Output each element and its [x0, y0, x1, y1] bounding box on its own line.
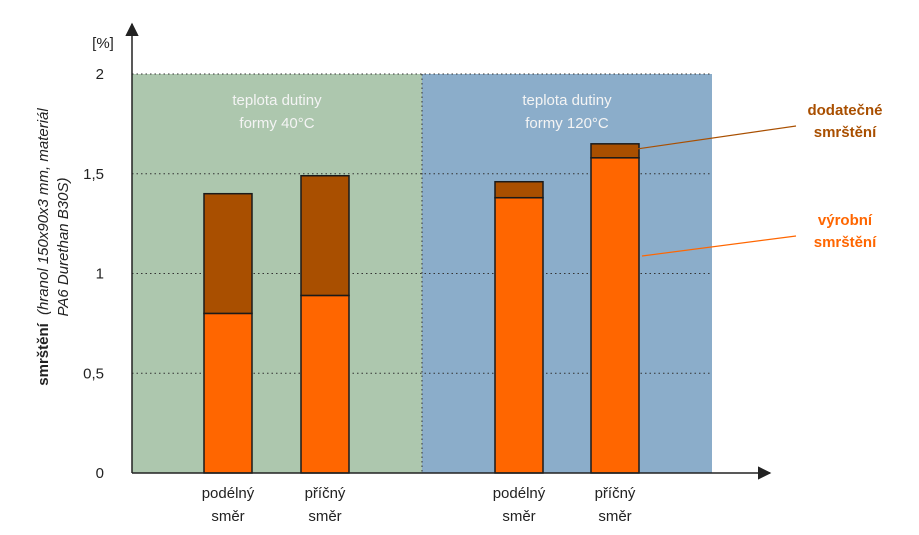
annotation-leader-dodatecne	[637, 125, 797, 150]
y-tick-label-4: 2	[96, 66, 104, 83]
region-title-120c-line1: teplota dutiny	[522, 92, 612, 109]
category-label-1-line2: směr	[308, 508, 341, 525]
bar-vyrobni-2	[494, 196, 544, 474]
y-axis-unit: [%]	[92, 35, 114, 52]
y-axis-label-line2: PA6 Durethan B30S)	[55, 178, 72, 317]
bar-dodatecne-1	[300, 174, 350, 297]
bars	[203, 143, 640, 474]
y-tick-label-2: 1	[96, 266, 104, 283]
region-title-120c-line2: formy 120°C	[525, 115, 609, 132]
bar-vyrobni-1	[300, 294, 350, 474]
annotation-leader-vyrobni	[641, 235, 797, 257]
y-axis-label-italic-1: (hranol 150x90x3 mm, materiál	[35, 108, 52, 315]
category-label-2-line1: podélný	[493, 485, 546, 502]
annotation-dodatecne-line2: smrštění	[814, 124, 877, 141]
bar-dodatecne-3	[590, 143, 640, 159]
region-title-40c-line2: formy 40°C	[239, 115, 314, 132]
bar-vyrobni-0	[203, 312, 253, 474]
y-axis-label-bold: smrštění	[35, 322, 52, 385]
region-title-40c-line1: teplota dutiny	[232, 92, 322, 109]
category-label-0-line1: podélný	[202, 485, 255, 502]
category-label-0-line2: směr	[211, 508, 244, 525]
bar-dodatecne-2	[494, 180, 544, 199]
annotation-vyrobni-line2: smrštění	[814, 234, 877, 251]
annotation-vyrobni-line1: výrobní	[818, 212, 873, 229]
category-label-3-line1: příčný	[595, 485, 636, 502]
y-tick-label-0: 0	[96, 465, 104, 482]
category-label-3-line2: směr	[598, 508, 631, 525]
y-tick-label-1: 0,5	[83, 365, 104, 382]
bar-vyrobni-3	[590, 157, 640, 474]
gridlines	[132, 73, 712, 473]
bar-dodatecne-0	[203, 192, 253, 315]
category-labels: podélný směr příčný směr podélný směr příčný sm…	[202, 485, 636, 525]
annotation-dodatecne-line1: dodatečné	[807, 102, 882, 119]
y-axis-label-line1: smrštění (hranol 150x90x3 mm, materiál	[35, 108, 52, 386]
category-label-1-line1: příčný	[305, 485, 346, 502]
category-label-2-line2: směr	[502, 508, 535, 525]
y-tick-label-3: 1,5	[83, 166, 104, 183]
y-tick-labels: 0 0,5 1 1,5 2	[83, 66, 104, 482]
